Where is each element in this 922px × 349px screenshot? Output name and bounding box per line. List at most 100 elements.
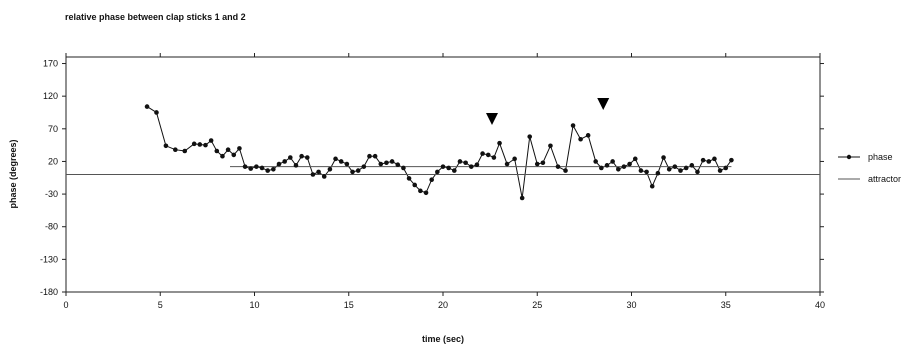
y-axis: 170 120 70 20 -30 -80 -130 -180: [40, 59, 824, 297]
data-point-phase: [655, 170, 661, 176]
data-point-phase: [480, 151, 485, 156]
data-point-phase: [361, 164, 367, 169]
data-point-phase: [700, 157, 706, 163]
y-tick-label: -30: [45, 189, 58, 199]
data-point-phase: [474, 162, 480, 168]
data-point-phase: [563, 168, 568, 173]
data-point-phase: [712, 156, 717, 162]
x-tick-label: 0: [63, 300, 68, 310]
data-point-phase: [440, 164, 446, 169]
data-point-phase: [214, 148, 220, 154]
data-point-phase: [367, 153, 372, 159]
legend-item-phase: phase: [838, 152, 893, 162]
data-point-phase: [144, 104, 150, 109]
y-tick-label: -130: [40, 254, 58, 264]
data-point-phase: [485, 152, 491, 158]
x-tick-label: 20: [438, 300, 448, 310]
data-point-phase: [378, 161, 384, 167]
legend: phase attractor: [838, 152, 901, 184]
data-point-phase: [604, 163, 610, 168]
data-point-phase: [299, 153, 304, 159]
x-tick-label: 10: [249, 300, 259, 310]
data-point-phase: [519, 195, 525, 201]
data-point-phase: [372, 153, 378, 159]
data-point-phase: [621, 164, 627, 169]
data-point-phase: [310, 172, 316, 177]
data-point-phase: [683, 165, 689, 171]
data-point-phase: [197, 142, 203, 147]
data-point-phase: [627, 161, 632, 167]
data-point-phase: [717, 168, 723, 173]
x-tick-label: 40: [815, 300, 825, 310]
data-point-phase: [154, 110, 159, 115]
data-point-phase: [661, 155, 666, 160]
data-point-phase: [678, 168, 683, 173]
data-point-phase: [395, 162, 401, 168]
data-point-phase: [540, 160, 546, 166]
data-point-phase: [355, 168, 361, 173]
data-point-phase: [191, 141, 197, 147]
series-points: [144, 104, 734, 201]
data-point-phase: [638, 168, 644, 173]
data-point-phase: [208, 138, 214, 143]
data-point-phase: [225, 147, 231, 152]
data-point-phase: [259, 165, 265, 171]
data-point-phase: [231, 152, 237, 158]
data-point-phase: [452, 168, 457, 173]
data-point-phase: [406, 176, 412, 181]
legend-label-attractor: attractor: [868, 174, 901, 184]
legend-item-attractor: attractor: [838, 174, 901, 184]
series-lines: [66, 106, 820, 199]
data-point-phase: [271, 166, 276, 172]
data-point-phase: [423, 190, 429, 196]
data-point-phase: [468, 164, 474, 169]
series-line-phase: [146, 106, 732, 199]
data-point-phase: [610, 159, 615, 164]
x-axis: 0 5 10 15 20 25 30 35 40: [63, 53, 825, 310]
data-point-phase: [220, 153, 225, 159]
data-point-phase: [504, 161, 510, 167]
data-point-phase: [418, 188, 423, 194]
data-point-phase: [412, 182, 418, 188]
data-point-phase: [570, 123, 576, 128]
y-tick-label: 20: [48, 156, 58, 166]
data-point-phase: [389, 159, 395, 164]
legend-label-phase: phase: [868, 152, 893, 162]
data-point-phase: [327, 166, 333, 172]
x-tick-label: 5: [158, 300, 163, 310]
data-point-phase: [316, 169, 321, 175]
data-point-phase: [695, 169, 700, 175]
data-point-phase: [163, 143, 169, 149]
x-tick-label: 15: [344, 300, 354, 310]
y-tick-label: 120: [43, 91, 58, 101]
data-point-phase: [203, 142, 208, 148]
data-point-phase: [644, 169, 649, 175]
data-point-phase: [585, 133, 591, 138]
data-point-phase: [491, 155, 497, 160]
data-point-phase: [729, 157, 734, 163]
data-point-phase: [534, 161, 540, 167]
data-point-phase: [435, 169, 440, 175]
data-point-phase: [578, 136, 583, 142]
data-point-phase: [173, 147, 178, 152]
y-tick-label: -180: [40, 287, 58, 297]
x-axis-label: time (sec): [422, 334, 464, 344]
data-point-phase: [265, 168, 270, 173]
data-point-phase: [237, 146, 242, 151]
data-point-phase: [632, 156, 638, 162]
x-tick-label: 30: [626, 300, 636, 310]
data-point-phase: [350, 169, 355, 175]
triangle-marker-0: [486, 113, 499, 126]
data-point-phase: [555, 164, 561, 169]
data-point-phase: [321, 174, 327, 179]
data-point-phase: [666, 166, 672, 172]
data-point-phase: [242, 164, 248, 169]
legend-swatch-phase-marker: [846, 154, 852, 160]
data-point-phase: [401, 165, 406, 171]
data-point-phase: [723, 165, 729, 171]
data-point-phase: [293, 163, 299, 168]
y-tick-label: -80: [45, 222, 58, 232]
data-point-phase: [689, 163, 695, 168]
data-point-phase: [248, 166, 254, 171]
